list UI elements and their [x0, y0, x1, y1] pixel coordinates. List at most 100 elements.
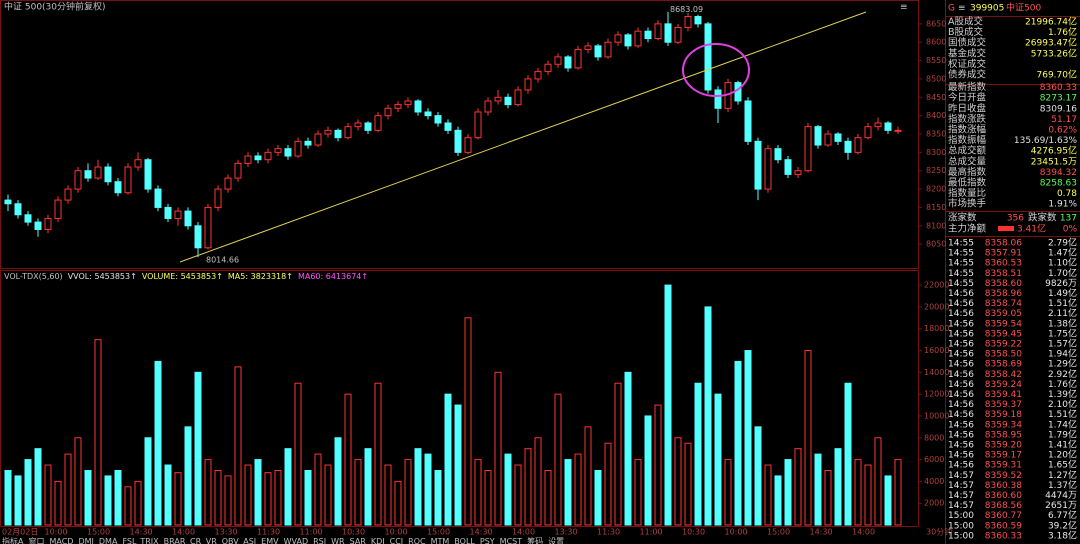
trade-volume: 1.38亿 [1048, 317, 1077, 329]
trade-time: 14:56 [948, 319, 974, 329]
tab[interactable]: WR [331, 537, 345, 544]
tab[interactable]: FSL [122, 537, 137, 544]
volume-bar [334, 437, 342, 526]
panel-menu[interactable]: ≡ [900, 3, 908, 13]
volume-bar [794, 448, 802, 526]
volume-bar [84, 469, 92, 526]
volume-bar [774, 475, 782, 526]
tab[interactable]: 筹码 [527, 536, 543, 544]
candle-body [754, 140, 762, 190]
quote-label: 最低指数 [948, 177, 987, 189]
tab[interactable]: MTM [431, 537, 450, 544]
volume-bar [584, 426, 592, 526]
tab[interactable]: DMA [99, 537, 118, 544]
breadth-down-label: 跌家数 [1028, 212, 1057, 224]
volume-bar [54, 480, 62, 526]
trade-time: 15:00 [948, 511, 974, 521]
y-tick-label: 8250 [926, 166, 946, 175]
trade-volume: 1.65亿 [1048, 459, 1077, 471]
volume-bar [94, 339, 102, 526]
tab[interactable]: EMV [261, 537, 279, 544]
volume-bar [364, 448, 372, 526]
trade-time: 14:56 [948, 350, 974, 360]
quote-label: 市场换手 [948, 198, 987, 210]
quote-label: A股成交 [948, 16, 983, 28]
trade-volume: 2.11亿 [1048, 307, 1077, 319]
candle-body [594, 45, 602, 58]
trade-volume: 1.39亿 [1048, 388, 1077, 400]
tab[interactable]: MCST [500, 537, 523, 544]
quote-value: 8258.63 [1040, 179, 1077, 189]
tab[interactable]: CR [190, 537, 202, 544]
tab[interactable]: WVAD [284, 537, 309, 544]
trade-volume: 1.27亿 [1048, 469, 1077, 481]
trade-volume: 1.37亿 [1048, 479, 1077, 491]
volume-bar [734, 360, 742, 526]
candle-body [794, 170, 802, 175]
tab[interactable]: 窗口 [28, 536, 44, 544]
tab[interactable]: CCI [390, 537, 404, 544]
tab[interactable]: ASI [243, 537, 256, 544]
tab[interactable]: 设置 [548, 536, 564, 544]
tab[interactable]: 指标A [2, 536, 24, 544]
y-tick-label: 8400 [926, 111, 946, 120]
quote-label: 指数涨跌 [948, 113, 987, 125]
tab[interactable]: PSY [480, 537, 495, 544]
tab[interactable]: OBV [222, 537, 240, 544]
trade-price: 8360.60 [985, 491, 1022, 501]
tab[interactable]: BOLL [454, 537, 475, 544]
tab[interactable]: RSI [313, 537, 326, 544]
tab[interactable]: VR [206, 537, 217, 544]
volume-bar [144, 437, 152, 526]
trade-price: 8358.42 [985, 370, 1022, 380]
trade-time: 14:55 [948, 269, 974, 279]
volume-bar [484, 469, 492, 526]
candle-body [814, 126, 822, 146]
y-tick-label: 8350 [926, 130, 946, 139]
volume-bar [654, 404, 662, 526]
candle-body [764, 148, 772, 190]
tab[interactable]: SAR [350, 537, 367, 544]
tab[interactable]: DMI [78, 537, 93, 544]
y-tick-label: 4000 [924, 477, 944, 486]
trade-time: 15:00 [948, 531, 974, 541]
candle-body [154, 188, 162, 208]
candle-body [404, 100, 412, 106]
trade-price: 8359.24 [985, 380, 1022, 390]
quote-label: 最高指数 [948, 166, 987, 178]
tab[interactable]: TRIX [139, 537, 159, 544]
volume-bar [564, 459, 572, 526]
tab[interactable]: BRAR [164, 537, 186, 544]
trade-volume: 1.74亿 [1048, 418, 1077, 430]
volume-bar [554, 393, 562, 526]
trade-volume: 1.75亿 [1048, 327, 1077, 339]
candle-body [864, 126, 872, 139]
quote-value: 51.17 [1051, 115, 1077, 125]
trade-time: 14:56 [948, 299, 974, 309]
x-tick-label: 10:00 [385, 528, 408, 537]
candle-body [254, 155, 262, 161]
menu-icon[interactable]: ≡ [958, 4, 966, 14]
trade-time: 14:57 [948, 491, 974, 501]
tab[interactable]: MACD [49, 537, 73, 544]
tab[interactable]: ROC [408, 537, 426, 544]
tab[interactable]: KDJ [371, 537, 385, 544]
candle-body [584, 45, 592, 51]
volume-bar [234, 366, 242, 526]
quote-label: 指数量比 [948, 187, 986, 199]
y-tick-label: 8050 [926, 240, 946, 249]
y-tick-label: 8500 [926, 74, 946, 83]
volume-bar [804, 350, 812, 526]
y-tick-label: 6000 [924, 455, 944, 464]
trade-volume: 1.76亿 [1048, 378, 1077, 390]
x-tick-label: 10:30 [342, 528, 365, 537]
candle-body [44, 217, 52, 230]
net-bar [998, 226, 1014, 231]
volume-header-item: MA60: 6413674↑ [298, 272, 368, 281]
volume-bar [64, 453, 72, 526]
volume-bar [844, 382, 852, 526]
quote-value: 4276.95亿 [1031, 145, 1077, 157]
trade-price: 8360.53 [985, 259, 1022, 269]
trade-price: 8359.37 [985, 400, 1022, 410]
x-tick-label: 15:00 [767, 528, 790, 537]
